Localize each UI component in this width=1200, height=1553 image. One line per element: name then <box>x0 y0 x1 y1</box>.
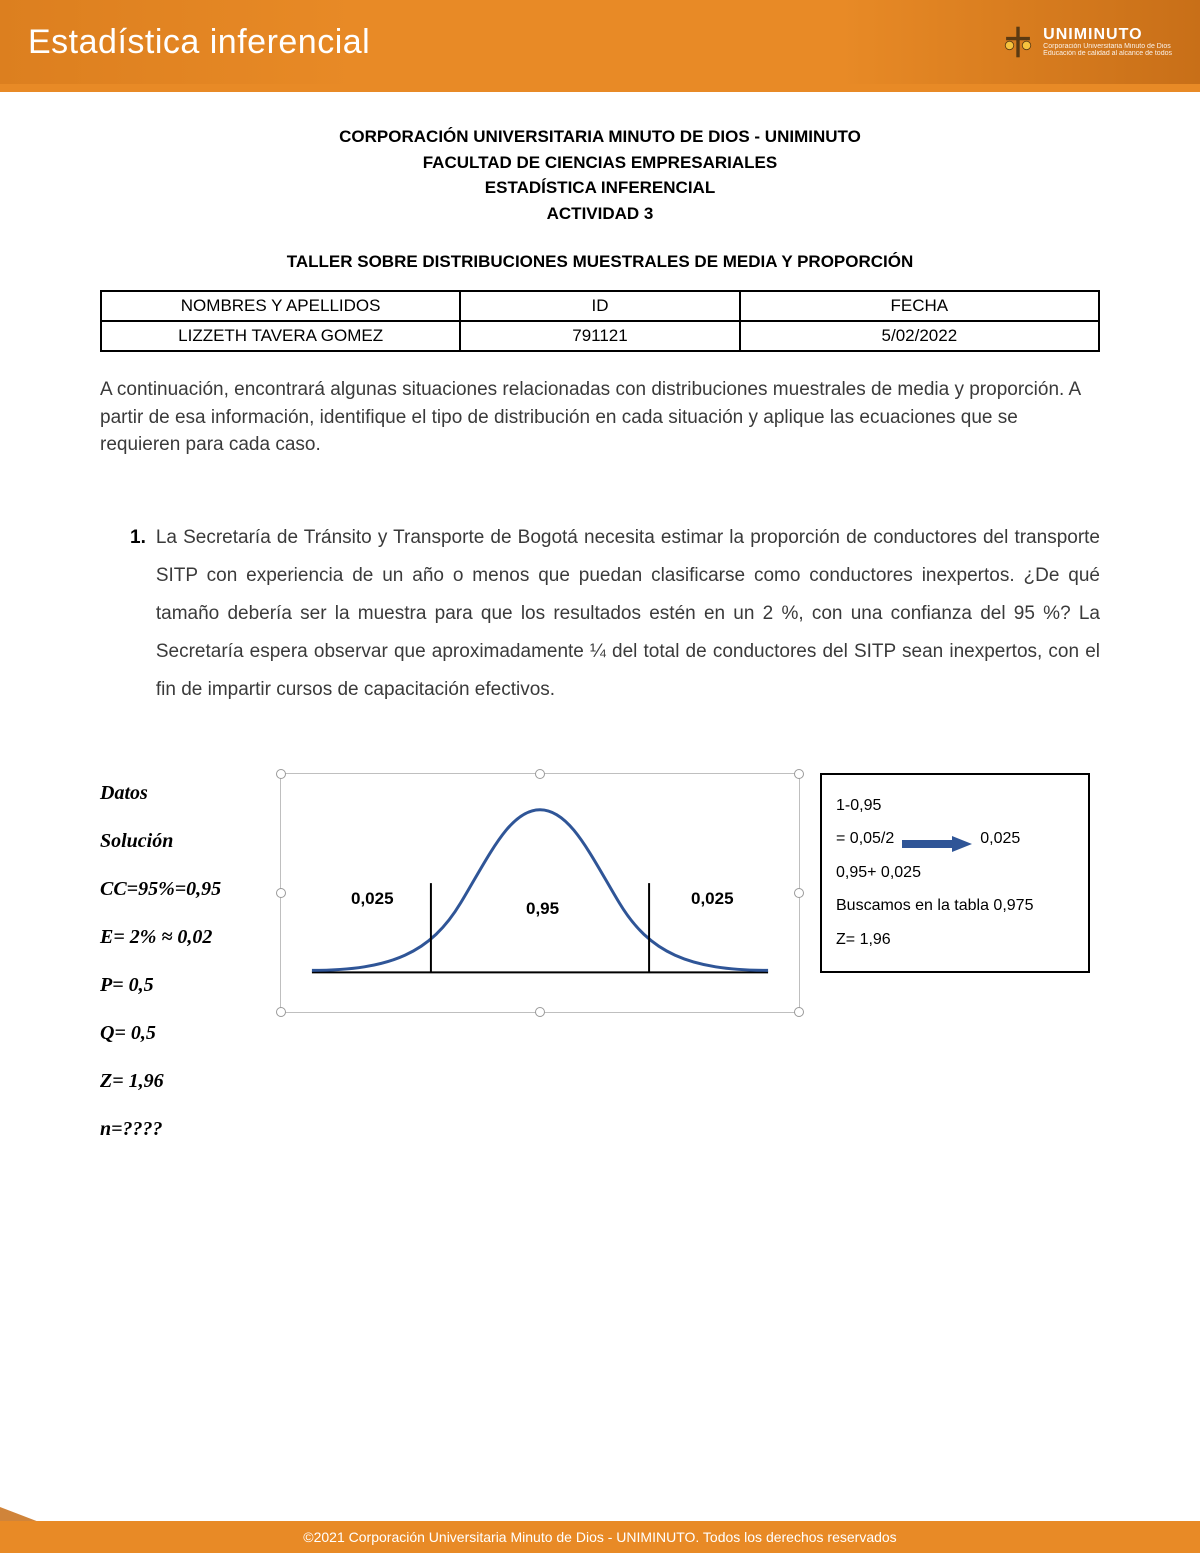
workshop-title: TALLER SOBRE DISTRIBUCIONES MUESTRALES D… <box>100 252 1100 272</box>
datos-line: CC=95%=0,95 <box>100 865 260 913</box>
footer: ©2021 Corporación Universitaria Minuto d… <box>0 1507 1200 1553</box>
datos-line: P= 0,5 <box>100 961 260 1009</box>
calc-line: 0,95+ 0,025 <box>836 856 1074 890</box>
arrow-right-icon <box>902 831 972 847</box>
col-header-name: NOMBRES Y APELLIDOS <box>101 291 460 321</box>
question-text: La Secretaría de Tránsito y Transporte d… <box>156 519 1100 709</box>
datos-line: E= 2% ≈ 0,02 <box>100 913 260 961</box>
heading-line-1: CORPORACIÓN UNIVERSITARIA MINUTO DE DIOS… <box>100 124 1100 150</box>
intro-paragraph: A continuación, encontrará algunas situa… <box>100 376 1100 459</box>
footer-text: ©2021 Corporación Universitaria Minuto d… <box>0 1521 1200 1553</box>
solucion-title: Solución <box>100 817 260 865</box>
logo-sub2: Educación de calidad al alcance de todos <box>1043 50 1172 57</box>
uniminuto-logo: UNIMINUTO Corporación Universitaria Minu… <box>1001 25 1172 59</box>
cell-id: 791121 <box>460 321 739 351</box>
cell-date: 5/02/2022 <box>740 321 1099 351</box>
calc-line: Z= 1,96 <box>836 923 1074 957</box>
student-info-table: NOMBRES Y APELLIDOS ID FECHA LIZZETH TAV… <box>100 290 1100 352</box>
data-column: Datos Solución CC=95%=0,95 E= 2% ≈ 0,02 … <box>100 769 260 1153</box>
col-header-date: FECHA <box>740 291 1099 321</box>
heading-line-3: ESTADÍSTICA INFERENCIAL <box>100 175 1100 201</box>
table-header-row: NOMBRES Y APELLIDOS ID FECHA <box>101 291 1099 321</box>
datos-line: Z= 1,96 <box>100 1057 260 1105</box>
datos-line: n=???? <box>100 1105 260 1153</box>
logo-icon <box>1001 25 1035 59</box>
logo-name: UNIMINUTO <box>1043 27 1172 43</box>
question-number: 1. <box>130 519 146 709</box>
center-label: 0,95 <box>526 899 559 919</box>
solution-area: Datos Solución CC=95%=0,95 E= 2% ≈ 0,02 … <box>100 769 1100 1153</box>
calc-line: = 0,05/2 <box>836 822 894 856</box>
calculation-box: 1-0,95 = 0,05/2 0,025 0,95+ 0,025 Buscam… <box>820 773 1090 973</box>
document-headings: CORPORACIÓN UNIVERSITARIA MINUTO DE DIOS… <box>100 124 1100 226</box>
normal-distribution-chart: 0,025 0,95 0,025 <box>280 773 800 1013</box>
datos-title: Datos <box>100 769 260 817</box>
course-title: Estadística inferencial <box>28 23 370 62</box>
logo-text: UNIMINUTO Corporación Universitaria Minu… <box>1043 27 1172 57</box>
calc-arrow-row: = 0,05/2 0,025 <box>836 822 1074 856</box>
calc-result: 0,025 <box>980 822 1020 856</box>
calc-line: Buscamos en la tabla 0,975 <box>836 889 1074 923</box>
heading-line-2: FACULTAD DE CIENCIAS EMPRESARIALES <box>100 150 1100 176</box>
left-tail-label: 0,025 <box>351 889 394 909</box>
logo-sub1: Corporación Universitaria Minuto de Dios <box>1043 43 1172 50</box>
header-banner: Estadística inferencial UNIMINUTO Corpor… <box>0 0 1200 84</box>
datos-line: Q= 0,5 <box>100 1009 260 1057</box>
question-1: 1. La Secretaría de Tránsito y Transport… <box>130 519 1100 709</box>
cell-name: LIZZETH TAVERA GOMEZ <box>101 321 460 351</box>
table-row: LIZZETH TAVERA GOMEZ 791121 5/02/2022 <box>101 321 1099 351</box>
calc-line: 1-0,95 <box>836 789 1074 823</box>
page-body: CORPORACIÓN UNIVERSITARIA MINUTO DE DIOS… <box>0 84 1200 1153</box>
right-tail-label: 0,025 <box>691 889 734 909</box>
col-header-id: ID <box>460 291 739 321</box>
heading-line-4: ACTIVIDAD 3 <box>100 201 1100 227</box>
